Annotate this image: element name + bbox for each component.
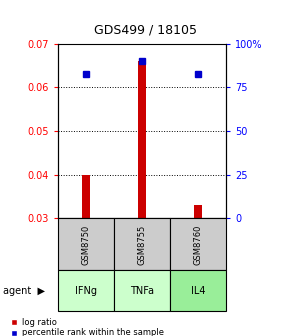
Text: GSM8760: GSM8760 <box>194 224 203 265</box>
Bar <box>82 175 90 218</box>
Bar <box>58 218 114 270</box>
Bar <box>114 218 170 270</box>
Bar <box>138 61 146 218</box>
Bar <box>170 218 226 270</box>
Text: agent  ▶: agent ▶ <box>3 286 45 296</box>
Bar <box>170 270 226 311</box>
Bar <box>194 205 202 218</box>
Text: GSM8750: GSM8750 <box>81 224 90 264</box>
Text: IFNg: IFNg <box>75 286 97 296</box>
Text: TNFa: TNFa <box>130 286 154 296</box>
Bar <box>58 270 114 311</box>
Bar <box>114 270 170 311</box>
Text: GDS499 / 18105: GDS499 / 18105 <box>93 24 197 37</box>
Text: GSM8755: GSM8755 <box>137 224 147 264</box>
Text: IL4: IL4 <box>191 286 205 296</box>
Legend: log ratio, percentile rank within the sample: log ratio, percentile rank within the sa… <box>10 318 164 336</box>
